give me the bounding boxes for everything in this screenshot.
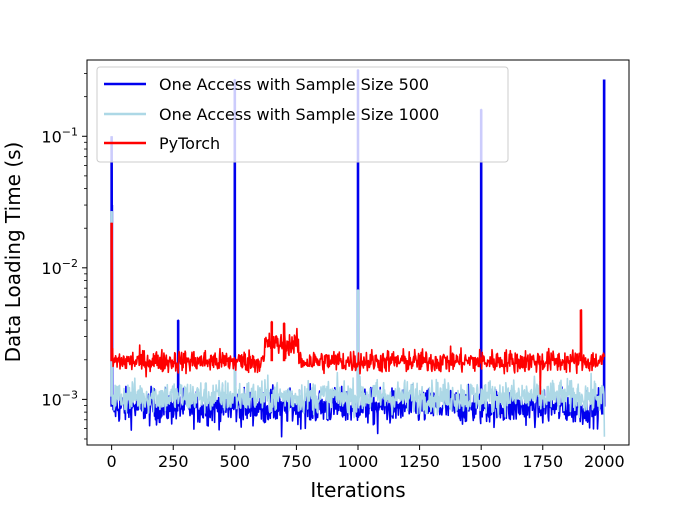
series-group bbox=[110, 69, 606, 438]
x-tick-label: 500 bbox=[220, 452, 251, 471]
legend-label-pytorch: PyTorch bbox=[159, 134, 220, 153]
y-tick-label: 10−1 bbox=[41, 125, 78, 146]
x-tick-label: 1000 bbox=[338, 452, 379, 471]
legend: One Access with Sample Size 500 One Acce… bbox=[96, 66, 509, 163]
x-tick-label: 0 bbox=[107, 452, 117, 471]
legend-label-sample-500: One Access with Sample Size 500 bbox=[159, 75, 429, 94]
x-axis-label: Iterations bbox=[310, 478, 405, 500]
x-tick-label: 1500 bbox=[461, 452, 502, 471]
x-tick-label: 1250 bbox=[399, 452, 440, 471]
x-tick-label: 250 bbox=[158, 452, 189, 471]
y-axis: 10−3 10−2 10−1 bbox=[41, 73, 87, 440]
legend-box bbox=[96, 66, 509, 163]
x-axis: 0 250 500 750 1000 1250 1500 1750 2000 bbox=[107, 445, 625, 471]
x-tick-label: 750 bbox=[281, 452, 312, 471]
x-tick-label: 2000 bbox=[584, 452, 625, 471]
y-tick-label: 10−2 bbox=[41, 257, 78, 278]
y-tick-label: 10−3 bbox=[41, 388, 78, 409]
y-axis-label: Data Loading Time (s) bbox=[1, 142, 25, 363]
legend-label-sample-1000: One Access with Sample Size 1000 bbox=[159, 105, 439, 124]
x-tick-label: 1750 bbox=[522, 452, 563, 471]
series-line-2 bbox=[110, 222, 606, 395]
